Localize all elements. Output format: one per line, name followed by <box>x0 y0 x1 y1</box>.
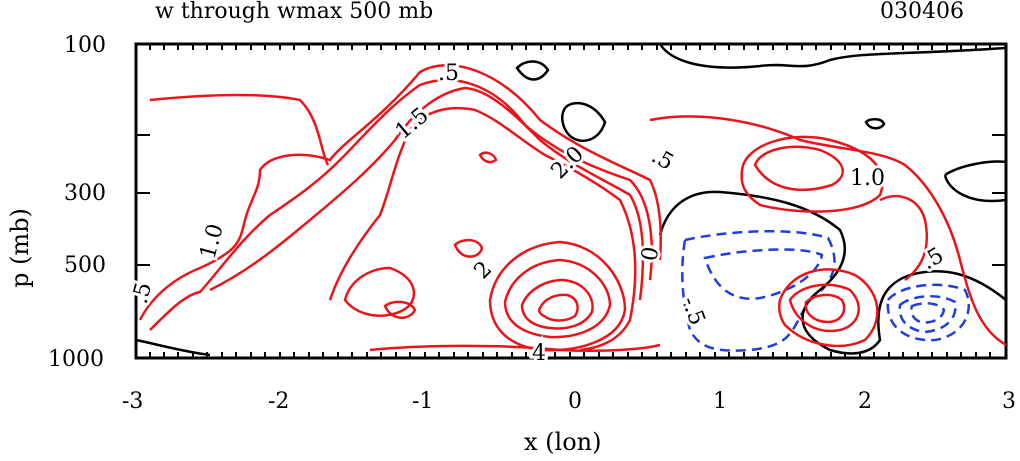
y-tick-label: 500 <box>64 253 106 278</box>
contour-pos-40 <box>383 300 417 319</box>
contour-pos-05b <box>149 93 330 166</box>
x-tick-label: 2 <box>858 389 872 414</box>
x-tick-label: 3 <box>1002 389 1016 414</box>
contour-pos-80 <box>788 283 860 333</box>
y-axis-label: p (mb) <box>6 208 34 288</box>
contour-zero-7 <box>135 338 211 357</box>
x-axis-label: x (lon) <box>524 428 601 456</box>
contour-zero-1 <box>658 43 1007 69</box>
contour-pos-45 <box>488 240 627 352</box>
contour-pos-05a <box>138 64 662 321</box>
minor-ticks <box>136 44 1006 358</box>
contour-pos-15 <box>209 86 645 301</box>
contour-zero-5 <box>943 160 1007 203</box>
y-tick-label: 300 <box>64 181 106 206</box>
contour-pos-55 <box>520 278 594 330</box>
contour-pos-35 <box>478 151 498 164</box>
contour-label: .5 <box>438 61 459 86</box>
contour-pos-60 <box>537 293 579 322</box>
contour-zero-4 <box>864 118 886 130</box>
x-tick-label: -3 <box>122 389 143 414</box>
chart-title: w through wmax 500 mb <box>155 0 433 24</box>
contour-pos-10 <box>149 78 654 331</box>
contour-neg-5 <box>910 302 946 324</box>
y-tick-label: 1000 <box>48 347 104 372</box>
contour-pos-30 <box>453 238 484 258</box>
contour-pos-85 <box>804 293 846 324</box>
contour-label: .5 <box>128 280 158 307</box>
contour-pos-25 <box>343 266 416 317</box>
contour-neg-1 <box>681 229 836 352</box>
contour-neg-4 <box>898 295 957 334</box>
contour-pos-50 <box>503 258 612 339</box>
plot-frame <box>134 42 1008 360</box>
contour-pos-65 <box>649 115 1007 347</box>
date-label: 030406 <box>880 0 964 24</box>
y-tick-labels: 100 300 500 1000 <box>48 33 106 372</box>
contour-pos-20 <box>328 106 637 352</box>
contour-pos-70 <box>753 145 844 192</box>
contour-label: 1.0 <box>850 166 885 191</box>
positive-contours <box>138 64 1007 353</box>
contour-zero-3 <box>561 101 607 142</box>
contour-label: 4 <box>532 341 546 366</box>
x-tick-label: -2 <box>268 389 289 414</box>
x-tick-label: 1 <box>713 389 727 414</box>
y-tick-label: 100 <box>64 33 106 58</box>
negative-contours <box>681 229 970 352</box>
contour-label: -.5 <box>676 294 709 329</box>
contour-zero-2 <box>515 60 550 81</box>
x-tick-labels: -3 -2 -1 0 1 2 3 <box>122 389 1016 414</box>
contour-pos-90 <box>777 268 879 348</box>
contour-label: .5 <box>647 144 678 176</box>
x-tick-label: 0 <box>568 389 582 414</box>
contour-label: 2 <box>470 257 498 285</box>
contour-pos-75 <box>740 135 884 213</box>
contour-neg-3 <box>886 283 970 342</box>
contour-pos-95 <box>879 194 929 281</box>
contour-neg-2 <box>703 248 824 300</box>
contour-pos-100 <box>369 343 661 353</box>
contour-labels: .5 1.5 2.0 .5 1.0 1.0 .5 2 4 0 -.5 .5 <box>125 58 952 369</box>
x-tick-label: -1 <box>412 389 433 414</box>
